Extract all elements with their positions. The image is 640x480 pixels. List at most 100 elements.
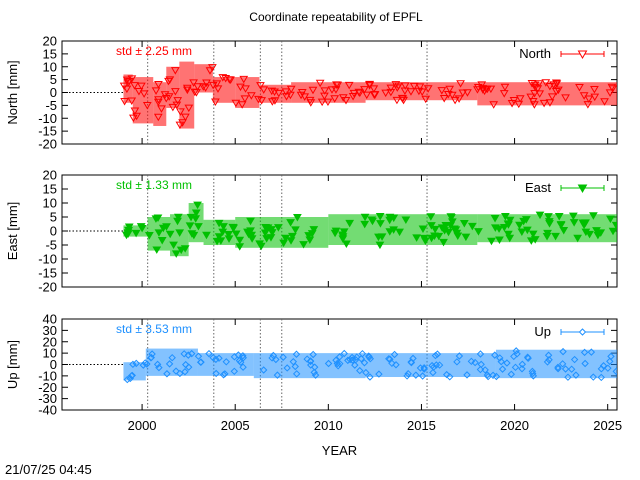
data-point	[211, 98, 220, 107]
data-point	[521, 216, 531, 224]
data-point	[225, 76, 234, 84]
data-point	[330, 95, 340, 103]
data-point	[590, 93, 600, 102]
data-point	[239, 75, 249, 84]
y-tick-label: -10	[38, 252, 57, 267]
data-point	[185, 363, 193, 371]
data-point	[529, 372, 538, 380]
data-point	[612, 367, 617, 376]
data-point	[323, 98, 333, 107]
data-point	[406, 88, 416, 96]
data-point	[137, 82, 146, 91]
data-point	[320, 87, 330, 95]
data-point	[572, 371, 580, 379]
y-tick-label: -20	[38, 280, 57, 295]
data-point	[131, 229, 141, 238]
data-point	[151, 215, 161, 223]
data-point	[169, 241, 178, 250]
data-point	[529, 369, 537, 378]
data-point	[139, 361, 148, 369]
data-point	[430, 232, 439, 241]
data-point	[547, 93, 557, 101]
data-point	[338, 94, 348, 102]
data-point	[185, 222, 195, 230]
data-point	[454, 95, 464, 103]
data-point	[581, 359, 589, 368]
legend-label: North	[519, 46, 551, 61]
data-point	[589, 373, 598, 381]
data-point	[194, 223, 203, 231]
data-point	[593, 231, 603, 240]
data-point	[188, 349, 196, 358]
data-point	[197, 358, 205, 366]
data-point	[559, 347, 567, 356]
data-series-up	[123, 347, 617, 384]
data-point	[123, 375, 131, 384]
data-point	[231, 230, 241, 238]
data-point	[240, 95, 250, 103]
data-point	[349, 89, 359, 98]
data-point	[356, 366, 364, 375]
data-point	[505, 234, 515, 243]
data-point	[289, 357, 298, 366]
data-point	[564, 373, 572, 381]
data-point	[567, 365, 576, 373]
data-series-east	[122, 201, 617, 258]
data-point	[530, 81, 540, 90]
y-tick-label: 0	[50, 357, 57, 372]
data-point	[332, 356, 340, 364]
data-point	[514, 100, 524, 109]
data-point	[186, 213, 196, 222]
data-point	[415, 83, 425, 91]
data-point	[362, 368, 370, 377]
std-label: std ± 2.25 mm	[116, 44, 192, 58]
data-envelope	[123, 74, 133, 103]
data-point	[340, 349, 348, 358]
data-point	[476, 350, 485, 358]
data-point	[193, 83, 202, 91]
data-point	[176, 369, 184, 378]
data-point	[219, 371, 228, 379]
data-point	[218, 74, 228, 82]
data-point	[279, 353, 287, 361]
data-point	[327, 86, 337, 94]
data-point	[561, 365, 570, 373]
data-point	[554, 363, 562, 372]
data-point	[219, 223, 228, 231]
data-point	[409, 82, 419, 91]
data-point	[158, 224, 168, 233]
data-point	[212, 369, 220, 378]
data-point	[333, 81, 343, 90]
data-point	[535, 211, 545, 220]
data-point	[281, 234, 290, 243]
data-point	[559, 226, 569, 235]
data-point	[607, 352, 615, 361]
data-point	[507, 370, 515, 378]
y-tick-label: 0	[50, 224, 57, 239]
data-point	[477, 360, 485, 369]
data-point	[342, 240, 351, 248]
data-point	[608, 227, 617, 236]
data-point	[447, 218, 457, 226]
data-point	[129, 114, 138, 123]
data-point	[202, 231, 211, 240]
data-point	[224, 230, 233, 239]
data-point	[212, 355, 220, 364]
data-point	[453, 358, 461, 366]
data-point	[568, 212, 578, 221]
data-point	[270, 97, 280, 105]
data-point	[208, 64, 217, 72]
data-point	[605, 89, 615, 97]
data-point	[165, 230, 175, 239]
data-point	[418, 225, 428, 233]
data-point	[515, 95, 525, 103]
data-point	[487, 237, 496, 246]
data-point	[527, 80, 537, 88]
data-point	[499, 223, 509, 232]
data-point	[305, 96, 315, 105]
data-point	[291, 226, 300, 234]
data-point	[139, 90, 149, 98]
y-tick-label: 20	[43, 168, 57, 183]
data-point	[600, 98, 609, 106]
